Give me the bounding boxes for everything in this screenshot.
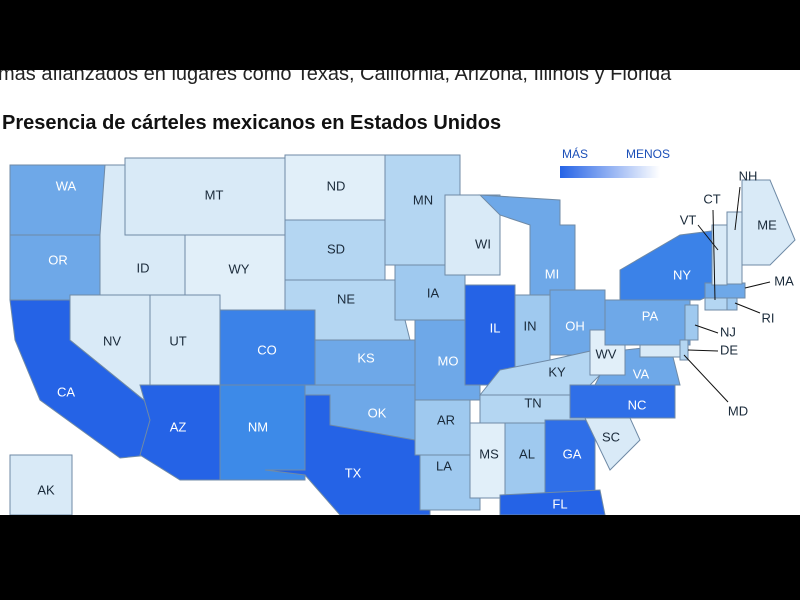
state-label: AK [37, 482, 55, 497]
state [569, 384, 676, 419]
state-label: NC [628, 397, 647, 412]
state [9, 164, 111, 238]
leader-line [683, 354, 729, 403]
title: Presencia de cárteles mexicanos en Estad… [2, 112, 501, 134]
state-label: NE [337, 291, 355, 306]
state-label: PA [642, 308, 659, 323]
state-label: SD [327, 241, 345, 256]
state [726, 211, 743, 285]
state [741, 179, 796, 266]
leader-line [734, 186, 741, 231]
state-label: SC [602, 429, 620, 444]
state-label: MN [413, 192, 433, 207]
state-label: NJ [720, 324, 736, 339]
bottom-band [0, 515, 800, 600]
state-label: UT [169, 333, 186, 348]
state-label: ND [327, 178, 346, 193]
state-label: VT [680, 212, 697, 227]
state-label: MS [479, 446, 499, 461]
state [414, 399, 471, 456]
state-label: MI [545, 266, 559, 281]
state-label: AR [437, 412, 455, 427]
state-label: TN [524, 395, 541, 410]
state-label: AZ [170, 419, 187, 434]
state-label: RI [762, 310, 775, 325]
state-label: WI [475, 236, 491, 251]
state [9, 234, 103, 301]
leader-line [734, 302, 761, 314]
state-label: WA [56, 178, 77, 193]
state-label: MA [774, 273, 794, 288]
state [726, 297, 738, 311]
state-label: FL [552, 496, 567, 511]
top-band [0, 0, 800, 70]
leader-line [687, 349, 719, 352]
us-map: WA OR CA NV ID MT WY UT CO AZ NM TX ND SD NE KS OK MN IA MO… [9, 154, 796, 515]
state-label: CT [703, 191, 720, 206]
state-label: LA [436, 458, 452, 473]
state-label: NM [248, 419, 268, 434]
state-label: KS [357, 350, 375, 365]
state [419, 454, 481, 511]
state [704, 297, 728, 311]
state-label: CO [257, 342, 277, 357]
state [219, 384, 306, 481]
state-label: NV [103, 333, 121, 348]
legend-bar [560, 166, 660, 178]
state-label: CA [57, 384, 75, 399]
leader-line [744, 281, 771, 289]
state [684, 304, 699, 341]
state-label: OH [565, 318, 585, 333]
state-label: IN [524, 318, 537, 333]
leader-line [712, 209, 716, 301]
state-label: TX [345, 465, 362, 480]
state [639, 344, 681, 358]
state-label: IA [427, 285, 440, 300]
state-label: AL [519, 446, 535, 461]
state-label: WY [229, 261, 250, 276]
state [9, 454, 73, 515]
state-label: OR [48, 252, 68, 267]
state-label: KY [548, 364, 566, 379]
state-label: DE [720, 342, 738, 357]
state-label: OK [368, 405, 387, 420]
state-label: NY [673, 267, 691, 282]
state-label: MD [728, 403, 748, 418]
state [499, 489, 606, 515]
state-label: VA [633, 366, 650, 381]
state-label: MT [205, 187, 224, 202]
state-label: NH [739, 168, 758, 183]
state-label: MO [438, 353, 459, 368]
legend-more: MÁS [562, 146, 588, 161]
state [711, 224, 728, 286]
leader-line [697, 224, 719, 251]
legend-less: MENOS [626, 147, 670, 161]
state-label: IL [490, 320, 501, 335]
state-label: ID [137, 260, 150, 275]
leader-line [694, 324, 719, 334]
state-label: GA [563, 446, 582, 461]
state [679, 339, 689, 361]
state-label: ME [757, 217, 777, 232]
state-label: WV [596, 346, 617, 361]
